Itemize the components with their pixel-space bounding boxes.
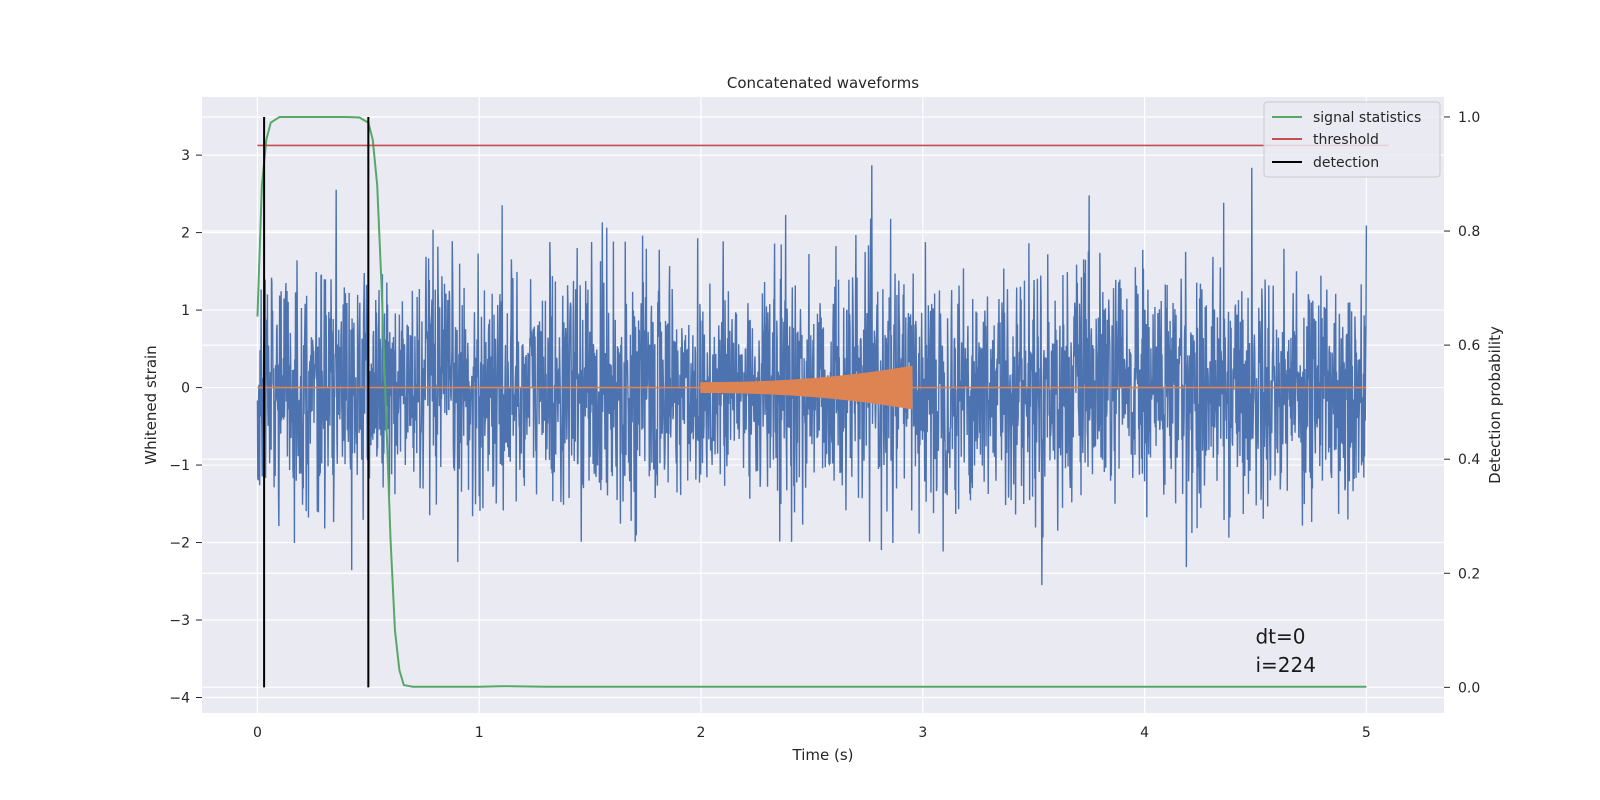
y-tick-label: 3 [181,148,190,164]
x-tick-label: 3 [918,725,927,741]
y2-axis-label: Detection probability [1486,326,1504,484]
legend-label-threshold: threshold [1313,132,1379,148]
series-signal-statistics-line [256,115,1367,688]
y-tick-label: −3 [169,613,190,629]
series-chirp-line [257,365,1367,410]
x-tick-label: 5 [1362,725,1371,741]
y-tick-label: 2 [181,226,190,242]
series-noisy-strain-line [256,165,1368,586]
x-tick-label: 0 [253,725,262,741]
y2-tick-label: 0.2 [1458,566,1480,582]
annotation-index: i=224 [1255,653,1316,677]
y-tick-label: −1 [169,458,190,474]
y2-tick-label: 0.8 [1458,224,1480,240]
annotation-dt: dt=0 [1255,624,1305,648]
y-tick-label: 1 [181,303,190,319]
y2-tick-label: 0.4 [1458,452,1480,468]
x-tick-label: 2 [697,725,706,741]
x-tick-label: 4 [1140,725,1149,741]
y-tick-label: −4 [169,691,190,707]
tick-labels: 0 1 2 3 4 5 −4 −3 −2 −1 0 1 2 3 0.0 0.2 0.4 0.6 0.8 1.0 [169,110,1480,741]
y2-tick-label: 1.0 [1458,110,1480,126]
legend-label-detection: detection [1313,155,1379,171]
y-tick-label: −2 [169,536,190,552]
y2-tick-label: 0.0 [1458,680,1480,696]
series-layer [256,115,1389,688]
y2-tick-label: 0.6 [1458,338,1480,354]
legend: signal statistics threshold detection [1263,101,1441,178]
x-tick-label: 1 [475,725,484,741]
chart-title: Concatenated waveforms [727,74,919,92]
legend-label-signal-statistics: signal statistics [1313,110,1421,126]
x-axis-label: Time (s) [792,746,854,764]
y-tick-label: 0 [181,381,190,397]
y-axis-label: Whitened strain [142,345,160,464]
legend-box [1263,101,1441,178]
